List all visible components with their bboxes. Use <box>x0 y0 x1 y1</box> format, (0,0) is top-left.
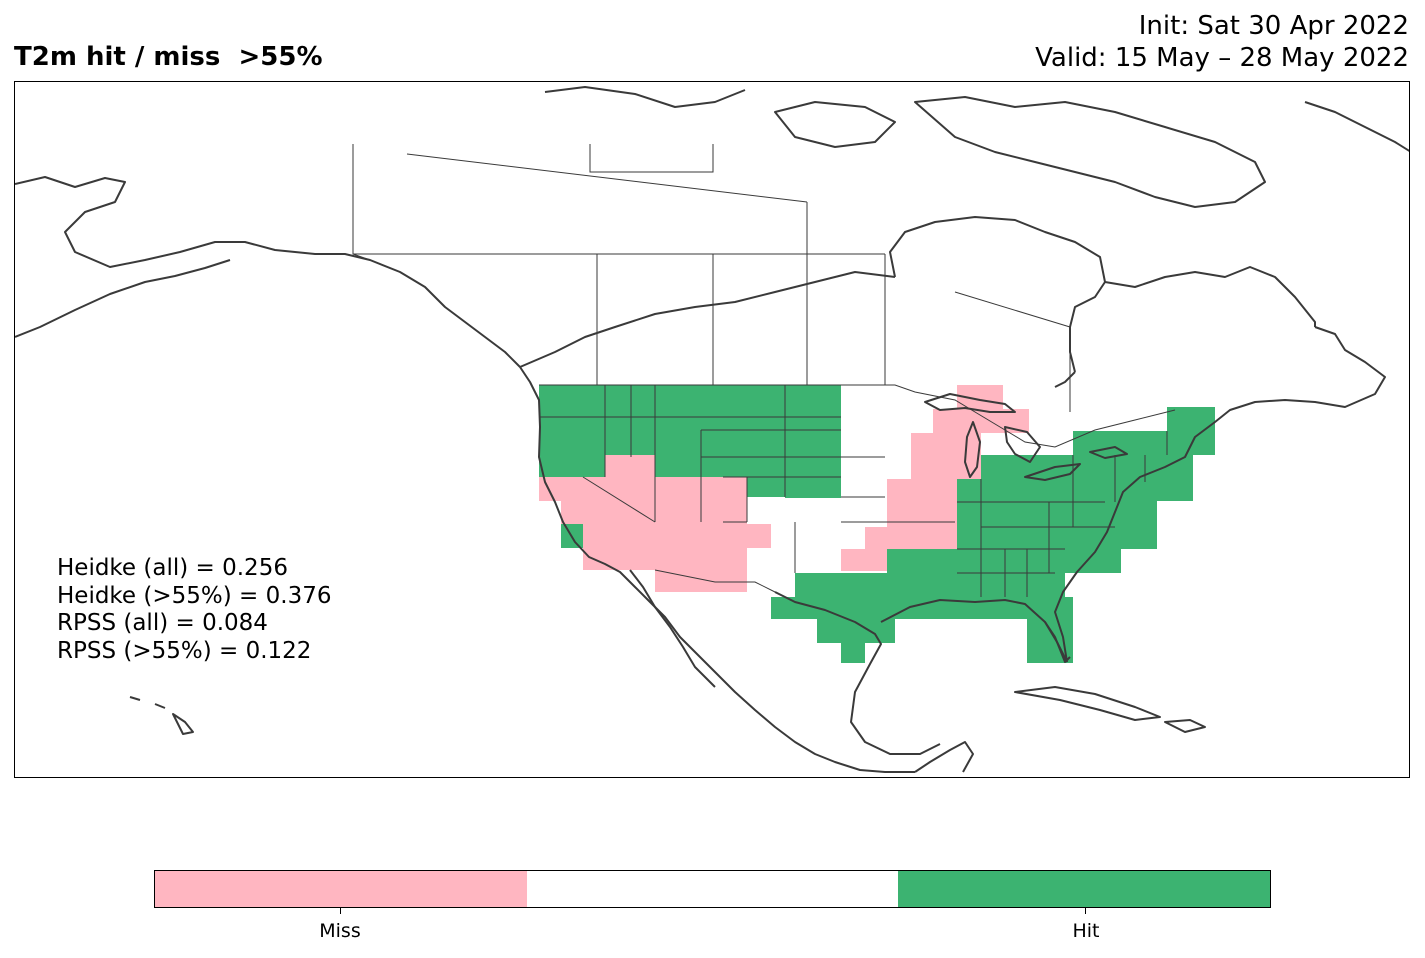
colorbar-tick-hit <box>1085 908 1086 914</box>
alaska-south <box>15 259 231 338</box>
lake-ontario <box>1089 446 1128 459</box>
hawaii <box>129 696 194 735</box>
baja-coast <box>629 569 716 688</box>
hit-cell <box>795 573 1065 597</box>
colorbar-label-hit: Hit <box>1072 920 1100 942</box>
colorbar-neutral-segment <box>526 871 899 907</box>
map-title: T2m hit / miss >55% <box>14 42 323 72</box>
lake-michigan <box>964 421 981 478</box>
map-canvas <box>15 86 1409 773</box>
miss-cell <box>841 549 887 571</box>
hit-cell <box>981 455 1049 479</box>
us-mexico-border <box>654 569 776 593</box>
colorbar <box>154 870 1271 908</box>
hispaniola <box>1164 719 1206 733</box>
hit-cell <box>933 549 957 573</box>
coastlines <box>15 86 1409 773</box>
valid-range: Valid: 15 May – 28 May 2022 <box>1035 43 1409 73</box>
us-states-plains <box>784 385 955 573</box>
colorbar-tick-miss <box>340 908 341 914</box>
us-states-west <box>539 385 841 523</box>
ontario-quebec <box>954 291 1071 412</box>
map-panel <box>14 81 1410 778</box>
us-states-east <box>957 431 1168 597</box>
hit-cell <box>655 457 841 477</box>
central-america <box>914 741 974 773</box>
miss-cell <box>561 501 747 524</box>
labrador <box>1104 266 1316 327</box>
gulf-coast <box>774 591 941 755</box>
canada-provinces <box>353 144 886 385</box>
colorbar-miss-segment <box>155 871 527 907</box>
miss-cell <box>655 570 747 592</box>
hit-cell <box>539 457 605 477</box>
hit-cell <box>841 643 865 663</box>
miss-cell <box>605 455 655 477</box>
init-date: Init: Sat 30 Apr 2022 <box>1138 11 1409 41</box>
miss-cell <box>583 524 771 548</box>
borders <box>352 144 1176 597</box>
hit-cell <box>1049 455 1193 501</box>
heidke-all: Heidke (all) = 0.256 <box>57 555 288 581</box>
hit-cell <box>887 549 909 573</box>
arctic-island <box>774 101 896 148</box>
skill-scores: Heidke (all) = 0.256 Heidke (>55%) = 0.3… <box>57 555 331 665</box>
hit-cell <box>539 385 841 457</box>
canada-us-border <box>539 384 1176 448</box>
arctic-island <box>914 96 1266 208</box>
miss-cell <box>865 527 933 549</box>
colorbar-hit-segment <box>898 871 1271 907</box>
miss-cell <box>887 479 933 527</box>
lake-erie <box>1024 463 1081 481</box>
arctic-island <box>544 86 746 108</box>
james-bay <box>1054 371 1076 388</box>
lake-superior <box>924 393 1016 413</box>
miss-cell <box>911 433 981 479</box>
date-info: Init: Sat 30 Apr 2022 Valid: 15 May – 28… <box>1035 10 1409 74</box>
cuba <box>1014 686 1161 721</box>
greenland <box>1304 101 1409 152</box>
hit-cell <box>957 479 1049 549</box>
west-coast <box>519 366 915 773</box>
east-coast <box>1054 326 1386 663</box>
hudson-bay <box>889 216 1106 373</box>
hit-cell <box>909 549 933 573</box>
hit-cell <box>785 497 841 498</box>
hit-cell <box>1049 501 1157 549</box>
rpss-all: RPSS (all) = 0.084 <box>57 610 268 636</box>
alaska-canada-border <box>352 144 371 261</box>
hit-cell <box>957 549 1121 573</box>
arctic-coast <box>519 271 896 368</box>
hit-cell <box>723 477 841 497</box>
miss-cell <box>539 477 747 501</box>
alaska-coast <box>15 176 521 368</box>
rpss-55: RPSS (>55%) = 0.122 <box>57 637 312 664</box>
miss-cell <box>583 548 747 570</box>
miss-cell <box>933 479 957 549</box>
lake-huron <box>1004 426 1041 463</box>
florida <box>1044 621 1071 663</box>
heidke-55: Heidke (>55%) = 0.376 <box>57 582 332 609</box>
colorbar-label-miss: Miss <box>319 920 361 942</box>
